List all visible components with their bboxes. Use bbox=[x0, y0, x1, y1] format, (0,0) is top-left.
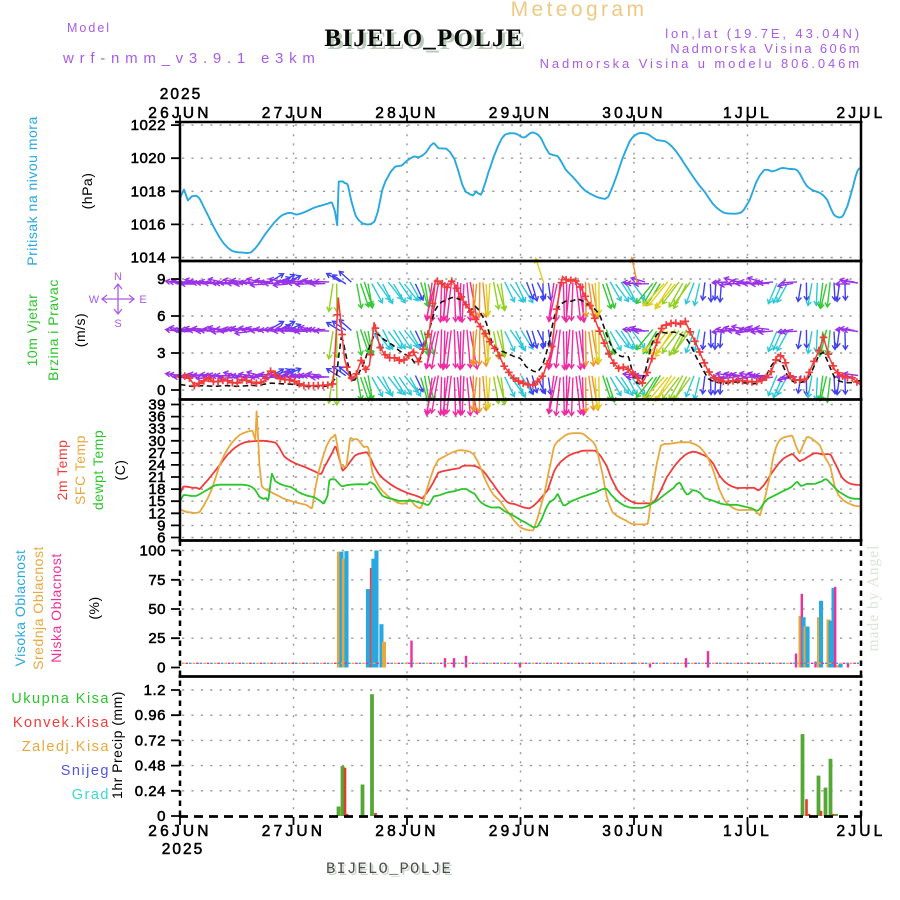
svg-text:(%): (%) bbox=[86, 596, 102, 619]
svg-text:27JUN: 27JUN bbox=[262, 105, 325, 122]
svg-text:Srednja Oblacnost: Srednja Oblacnost bbox=[30, 546, 46, 670]
svg-text:30: 30 bbox=[148, 433, 166, 450]
svg-text:Model: Model bbox=[67, 21, 111, 35]
svg-text:Zaledj.Kisa: Zaledj.Kisa bbox=[22, 739, 110, 755]
svg-text:100: 100 bbox=[139, 543, 166, 560]
svg-text:1JUL: 1JUL bbox=[723, 823, 772, 840]
svg-text:0.24: 0.24 bbox=[135, 783, 166, 800]
svg-text:wrf-nmm_v3.9.1 e3km: wrf-nmm_v3.9.1 e3km bbox=[62, 50, 321, 67]
svg-text:6: 6 bbox=[157, 530, 166, 547]
svg-text:1JUL: 1JUL bbox=[723, 105, 772, 122]
svg-text:33: 33 bbox=[148, 421, 166, 438]
svg-text:1hr Precip (mm): 1hr Precip (mm) bbox=[109, 691, 125, 799]
svg-text:BIJELO_POLJE: BIJELO_POLJE bbox=[328, 862, 454, 880]
svg-text:0.72: 0.72 bbox=[135, 732, 166, 749]
svg-text:made by Angel: made by Angel bbox=[865, 545, 882, 652]
svg-text:lon,lat (19.7E, 43.04N): lon,lat (19.7E, 43.04N) bbox=[665, 26, 862, 41]
svg-text:9: 9 bbox=[157, 271, 166, 288]
svg-text:28JUN: 28JUN bbox=[375, 823, 438, 840]
svg-text:75: 75 bbox=[148, 572, 166, 589]
svg-text:15: 15 bbox=[148, 493, 166, 510]
svg-text:W: W bbox=[89, 294, 100, 306]
svg-text:Meteogram: Meteogram bbox=[511, 0, 648, 21]
svg-text:2JUL: 2JUL bbox=[837, 823, 886, 840]
svg-text:E: E bbox=[139, 294, 146, 306]
svg-text:Nadmorska Visina 606m: Nadmorska Visina 606m bbox=[670, 41, 862, 56]
svg-text:27: 27 bbox=[148, 445, 166, 462]
svg-text:1.2: 1.2 bbox=[144, 682, 166, 699]
svg-text:Konvek.Kisa: Konvek.Kisa bbox=[13, 715, 110, 731]
svg-text:2025: 2025 bbox=[162, 841, 204, 858]
svg-text:29JUN: 29JUN bbox=[489, 105, 552, 122]
svg-text:Brzina i Pravac: Brzina i Pravac bbox=[45, 279, 61, 381]
svg-text:Snijeg: Snijeg bbox=[61, 763, 110, 779]
svg-text:26JUN: 26JUN bbox=[148, 823, 211, 840]
svg-text:26JUN: 26JUN bbox=[148, 105, 211, 122]
svg-text:50: 50 bbox=[148, 601, 166, 618]
svg-text:1022: 1022 bbox=[131, 117, 166, 134]
svg-text:Pritisak na nivou mora: Pritisak na nivou mora bbox=[24, 116, 40, 266]
svg-text:6: 6 bbox=[157, 308, 166, 325]
svg-text:0.48: 0.48 bbox=[135, 758, 166, 775]
svg-text:2JUL: 2JUL bbox=[837, 105, 886, 122]
svg-text:BIJELO_POLJE: BIJELO_POLJE bbox=[327, 28, 526, 55]
svg-text:0: 0 bbox=[157, 660, 166, 677]
svg-text:1020: 1020 bbox=[131, 150, 166, 167]
svg-text:1014: 1014 bbox=[131, 250, 166, 267]
svg-text:Ukupna Kisa: Ukupna Kisa bbox=[11, 691, 110, 707]
svg-text:1018: 1018 bbox=[131, 183, 166, 200]
svg-text:N: N bbox=[114, 271, 122, 283]
svg-text:0.96: 0.96 bbox=[135, 707, 166, 724]
svg-text:30JUN: 30JUN bbox=[602, 105, 665, 122]
svg-text:BIJELO_POLJE: BIJELO_POLJE bbox=[324, 25, 523, 52]
svg-text:39: 39 bbox=[148, 397, 166, 414]
svg-text:0: 0 bbox=[157, 808, 166, 825]
svg-text:9: 9 bbox=[157, 517, 166, 534]
svg-text:Visoka Oblacnost: Visoka Oblacnost bbox=[12, 550, 28, 667]
svg-text:SFC Temp: SFC Temp bbox=[72, 435, 88, 505]
svg-text:18: 18 bbox=[148, 481, 166, 498]
svg-text:(hPa): (hPa) bbox=[79, 173, 95, 210]
svg-text:Grad: Grad bbox=[72, 787, 110, 803]
svg-text:36: 36 bbox=[148, 409, 166, 426]
svg-text:21: 21 bbox=[148, 469, 166, 486]
svg-text:24: 24 bbox=[148, 457, 166, 474]
svg-text:S: S bbox=[114, 318, 121, 330]
svg-text:2m Temp: 2m Temp bbox=[54, 440, 70, 501]
svg-text:3: 3 bbox=[157, 345, 166, 362]
svg-text:25: 25 bbox=[148, 630, 166, 647]
svg-text:1016: 1016 bbox=[131, 216, 166, 233]
svg-text:Nadmorska Visina u modelu 806.: Nadmorska Visina u modelu 806.046m bbox=[540, 56, 862, 71]
svg-text:10m Vjetar: 10m Vjetar bbox=[24, 294, 40, 367]
svg-text:12: 12 bbox=[148, 505, 166, 522]
svg-text:0: 0 bbox=[157, 382, 166, 399]
svg-text:dewpt Temp: dewpt Temp bbox=[90, 430, 106, 510]
svg-text:28JUN: 28JUN bbox=[375, 105, 438, 122]
svg-text:(m/s): (m/s) bbox=[72, 313, 88, 347]
svg-text:BIJELO_POLJE: BIJELO_POLJE bbox=[326, 860, 452, 878]
svg-text:27JUN: 27JUN bbox=[262, 823, 325, 840]
svg-text:30JUN: 30JUN bbox=[602, 823, 665, 840]
svg-text:Niska Oblacnost: Niska Oblacnost bbox=[48, 553, 64, 662]
svg-text:29JUN: 29JUN bbox=[489, 823, 552, 840]
svg-text:2025: 2025 bbox=[160, 86, 202, 103]
svg-text:(C): (C) bbox=[112, 460, 128, 481]
